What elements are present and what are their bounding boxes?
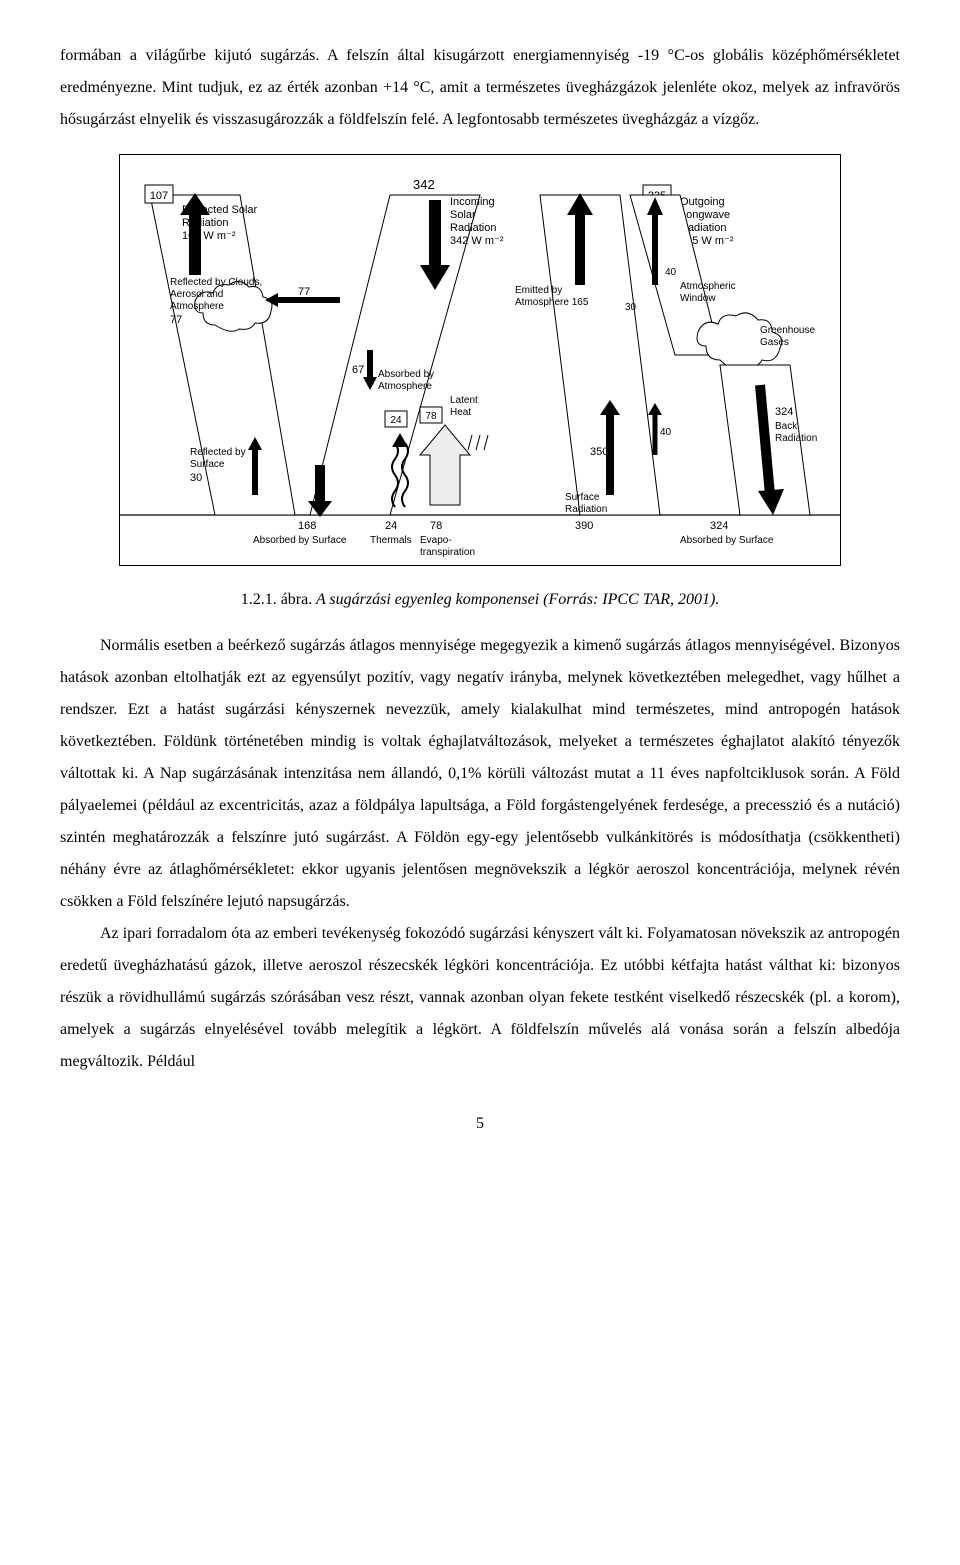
incoming-label-3: Radiation — [450, 222, 496, 234]
surf-324: 324 — [710, 520, 728, 532]
refl-clouds-3: Atmosphere — [170, 301, 224, 312]
thermals-label: Thermals — [370, 535, 412, 546]
page-number: 5 — [60, 1108, 900, 1140]
latent-l1: Latent — [450, 395, 478, 406]
incoming-val: 342 W m⁻² — [450, 235, 504, 247]
figure-caption: 1.2.1. ábra. A sugárzási egyenleg kompon… — [60, 588, 900, 612]
refl-surf-2: Surface — [190, 459, 225, 470]
incoming-label-1: Incoming — [450, 196, 495, 208]
surf-rad-l1: Surface — [565, 492, 600, 503]
incoming-342: 342 — [413, 177, 435, 192]
reflected-solar-label-1: Reflected Solar — [182, 204, 258, 216]
surf-rad-l2: Radiation — [565, 504, 607, 515]
atm-window-40: 40 — [665, 267, 677, 278]
back-rad-l1: Back — [775, 421, 798, 432]
surf-78b: 78 — [430, 520, 442, 532]
outgoing-l1: Outgoing — [680, 196, 725, 208]
incoming-label-2: Solar — [450, 209, 476, 221]
refl-clouds-77: 77 — [170, 314, 182, 326]
abs-surf-1: Absorbed by Surface — [253, 535, 347, 546]
refl-clouds-2: Aerosol and — [170, 289, 223, 300]
evapo-2: transpiration — [420, 547, 475, 558]
abs-atm-l2: Atmosphere — [378, 381, 432, 392]
reflected-107-box: 107 — [150, 190, 168, 202]
abs-atm-67: 67 — [352, 364, 364, 376]
emitted-atm-1: Emitted by — [515, 285, 562, 296]
emitted-atm-2: Atmosphere 165 — [515, 297, 589, 308]
refl-clouds-1: Reflected by Clouds, — [170, 277, 262, 288]
refl-surf-30: 30 — [190, 472, 202, 484]
gh-1: Greenhouse — [760, 325, 815, 336]
abs-surf-2: Absorbed by Surface — [680, 535, 774, 546]
radiation-balance-diagram: 107 Reflected Solar Radiation 107 W m⁻² … — [119, 154, 841, 566]
forty-small: 40 — [660, 427, 672, 438]
reflected-solar-label-2: Radiation — [182, 217, 228, 229]
back-324-num: 324 — [775, 406, 793, 418]
twentyfour-box: 24 — [390, 415, 402, 426]
paragraph-3: Az ipari forradalom óta az emberi tevéke… — [60, 918, 900, 1078]
refl-surf-1: Reflected by — [190, 447, 246, 458]
three-fifty: 350 — [590, 446, 608, 458]
atm-window-l2: Window — [680, 293, 716, 304]
paragraph-1: formában a világűrbe kijutó sugárzás. A … — [60, 40, 900, 136]
figure-container: 107 Reflected Solar Radiation 107 W m⁻² … — [60, 154, 900, 578]
gh-2: Gases — [760, 337, 789, 348]
evapo-1: Evapo- — [420, 535, 452, 546]
back-rad-l2: Radiation — [775, 433, 817, 444]
surf-24: 24 — [385, 520, 397, 532]
latent-l2: Heat — [450, 407, 471, 418]
atm-window-l1: Atmospheric — [680, 281, 736, 292]
arrow-77: 77 — [298, 286, 310, 298]
paragraph-2: Normális esetben a beérkező sugárzás átl… — [60, 630, 900, 918]
surf-168: 168 — [298, 520, 316, 532]
figure-caption-number: 1.2.1. ábra. — [241, 591, 313, 608]
surf-390-num: 390 — [575, 520, 593, 532]
figure-caption-text: A sugárzási egyenleg komponensei (Forrás… — [316, 591, 719, 608]
abs-atm-l1: Absorbed by — [378, 369, 434, 380]
latent-78-box: 78 — [425, 411, 437, 422]
thirty-label: 30 — [625, 302, 637, 313]
outgoing-l2: Longwave — [680, 209, 730, 221]
reflected-solar-val: 107 W m⁻² — [182, 230, 236, 242]
